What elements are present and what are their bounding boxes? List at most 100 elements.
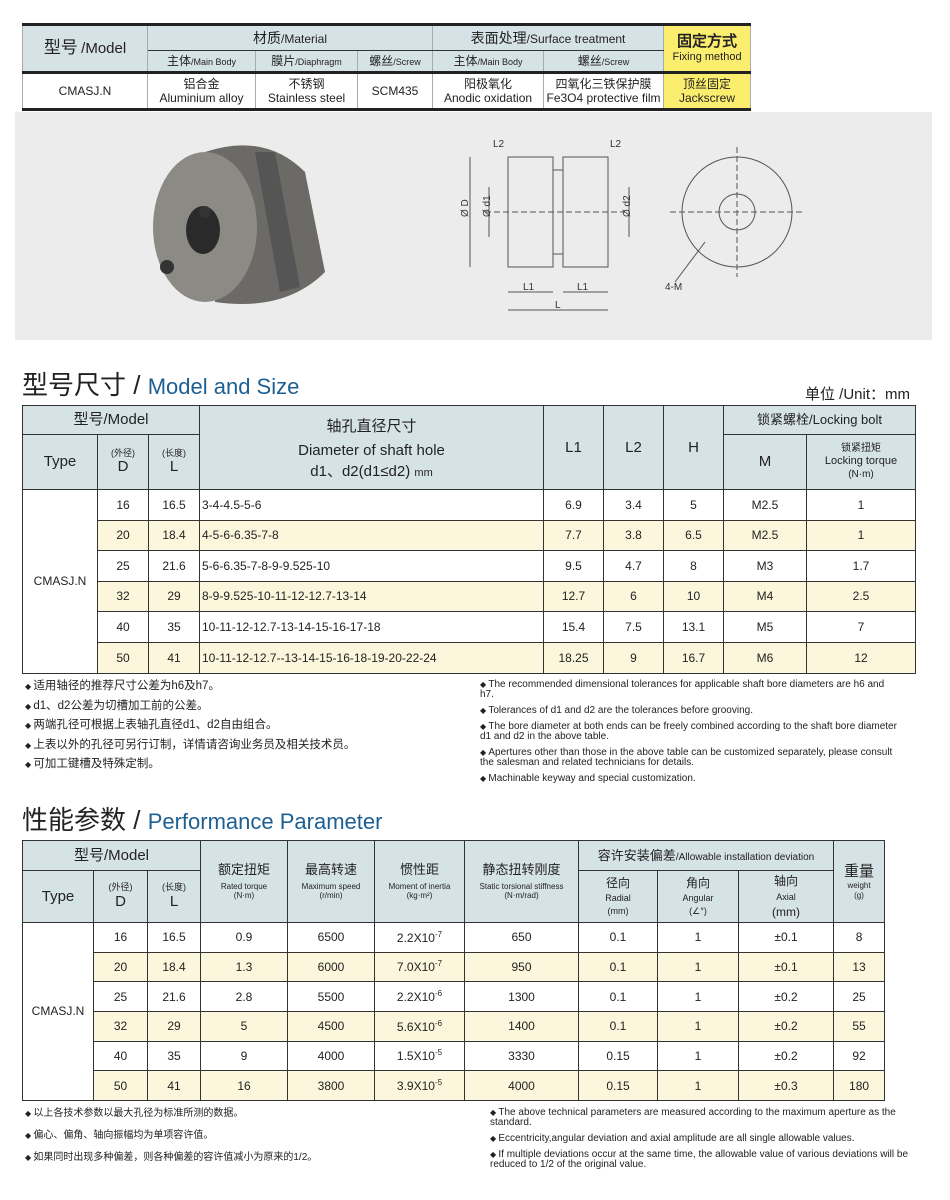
table-cell: 20 — [97, 519, 149, 552]
table-cell: 16.5 — [147, 922, 201, 953]
surface-body-cell: 阳极氧化 Anodic oxidation — [432, 71, 545, 110]
note-item: Machinable keyway and special customizat… — [480, 774, 900, 784]
table-cell: 41 — [148, 641, 200, 674]
table-cell: M3 — [723, 550, 807, 582]
table-cell: 4000 — [464, 1070, 579, 1102]
d-header: (外径) D — [93, 870, 148, 923]
note-item: If multiple deviations occur at the same… — [490, 1150, 910, 1170]
table-cell: 3.8 — [603, 519, 664, 552]
table-cell: 16 — [93, 922, 148, 953]
inertia-cell: 2.2X10-6 — [374, 981, 465, 1013]
table-cell: 1400 — [464, 1011, 579, 1042]
table-cell: 0.9 — [200, 922, 288, 953]
table-cell: 3.4 — [603, 489, 664, 521]
table-cell: 5 — [663, 489, 724, 521]
bolt-header: 锁紧螺栓/Locking bolt — [723, 405, 916, 435]
table-cell: 5-6-6.35-7-8-9-9.525-10 — [199, 550, 544, 582]
surface-header: 表面处理/Surface treatment — [432, 24, 665, 51]
performance-table: 型号/Model 额定扭矩 Rated torque (N·m) 最高转速 Maxim… — [22, 840, 886, 1102]
m-header: M — [723, 434, 807, 490]
inertia-base: 2.2X10 — [396, 990, 435, 1005]
table-cell: 7.5 — [603, 611, 664, 643]
table-row: CMASJ.N 16 16.5 0.9 6500 2.2X10-7 650 0.1 1 ±0.1 8 — [22, 921, 886, 1102]
table-cell: 18.4 — [147, 951, 201, 983]
inertia-cell: 1.5X10-5 — [374, 1040, 465, 1072]
table-cell: M2.5 — [723, 519, 807, 552]
note-item: Apertures other than those in the above … — [480, 748, 900, 768]
table-row: 32 29 8-9-9.525-10-11-12-12.7-13-14 12.7 6 10… — [22, 580, 916, 613]
note-item: The above technical parameters are measu… — [490, 1108, 910, 1128]
table-cell: 8-9-9.525-10-11-12-12.7-13-14 — [199, 580, 544, 613]
table-cell: 1 — [657, 951, 739, 983]
angular-header: 角向 Angular (∠°) — [657, 870, 739, 923]
table-cell: 1300 — [464, 981, 579, 1013]
side-view — [469, 156, 630, 311]
table-cell: 1 — [806, 519, 916, 552]
table-cell: ±0.2 — [737, 1011, 835, 1042]
deviation-header: 容许安装偏差/Allowable installation deviation — [577, 840, 835, 871]
table-cell: 0.1 — [578, 981, 658, 1013]
note-item: 两端孔径可根据上表轴孔直径d1、d2自由组合。 — [25, 716, 355, 736]
svg-text:L1: L1 — [523, 282, 535, 293]
table-row: 20 18.4 4-5-6-6.35-7-8 7.7 3.8 6.5 M2.5 1 — [22, 519, 916, 552]
table-cell: ±0.1 — [737, 951, 835, 983]
table-cell: 92 — [833, 1040, 886, 1072]
weight-header: 重量 weight (g) — [833, 840, 886, 923]
inertia-exponent: -5 — [434, 1048, 443, 1058]
diaphragm-cell: 不锈钢 Stainless steel — [255, 71, 358, 110]
table-cell: 180 — [833, 1070, 886, 1102]
table-cell: 55 — [833, 1011, 886, 1042]
h-header: H — [663, 405, 724, 490]
model-header: 型号 /Model — [22, 24, 148, 73]
table-cell: 16.7 — [663, 641, 724, 674]
table-cell: 4000 — [287, 1040, 375, 1072]
table-cell: 1 — [806, 489, 916, 521]
inertia-base: 2.2X10 — [396, 930, 435, 945]
note-item: The recommended dimensional tolerances f… — [480, 680, 900, 700]
subhead: 螺丝/Screw — [543, 50, 665, 73]
table-cell: 0.1 — [578, 1011, 658, 1042]
note-item: 适用轴径的推荐尺寸公差为h6及h7。 — [25, 677, 355, 697]
table-cell: 18.25 — [543, 641, 604, 674]
inertia-exponent: -7 — [434, 959, 443, 969]
subhead: 螺丝/Screw — [356, 50, 434, 73]
l-header: (长度) L — [147, 870, 201, 923]
table-row: 50 41 10-11-12-12.7--13-14-15-16-18-19-20-… — [22, 641, 916, 674]
inertia-exponent: -7 — [434, 929, 443, 939]
inertia-base: 5.6X10 — [396, 1019, 435, 1034]
svg-text:L2: L2 — [610, 139, 622, 150]
svg-text:4-M: 4-M — [665, 282, 682, 293]
table-cell: 6.5 — [663, 519, 724, 552]
size-notes-en: The recommended dimensional tolerances f… — [480, 680, 900, 790]
note-item: 上表以外的孔径可另行订制，详情请咨询业务员及相关技术员。 — [25, 736, 355, 756]
perf-notes-en: The above technical parameters are measu… — [490, 1108, 910, 1176]
table-cell: 25 — [97, 550, 149, 582]
subhead: 膜片/Diaphragm — [255, 50, 358, 73]
table-cell: 9 — [603, 641, 664, 674]
table-row: 40 35 9 4000 1.5X10-5 3330 0.15 1 ±0.2 92 — [23, 1040, 886, 1072]
note-item: 可加工键槽及特殊定制。 — [25, 755, 355, 775]
surface-screw-cell: 四氧化三铁保护膜 Fe3O4 protective film — [543, 71, 665, 110]
table-cell: 9 — [200, 1040, 288, 1072]
type-header: Type — [22, 870, 94, 923]
inertia-exponent: -5 — [434, 1078, 443, 1088]
table-row: 50 41 16 3800 3.9X10-5 4000 0.15 1 ±0.3 180 — [22, 1070, 886, 1102]
table-cell: 0.15 — [578, 1040, 658, 1072]
table-cell: 7.7 — [543, 519, 604, 552]
svg-text:L2: L2 — [493, 139, 505, 150]
note-item: d1、d2公差为切槽加工前的公差。 — [25, 697, 355, 717]
table-cell: 40 — [93, 1040, 148, 1072]
table-cell: 6.9 — [543, 489, 604, 521]
table-row: CMASJ.N 16 16.5 3-4-4.5-5-6 6.9 3.4 5 M2.5 1 — [22, 489, 916, 674]
table-cell: 6 — [603, 580, 664, 613]
table-cell: 25 — [833, 981, 886, 1013]
table-cell: ±0.3 — [737, 1070, 835, 1102]
table-row: 40 35 10-11-12-12.7-13-14-15-16-17-18 15.4 7… — [23, 611, 916, 643]
perf-col-header: 最高转速 Maximum speed (r/min) — [287, 840, 375, 923]
note-item: Tolerances of d1 and d2 are the toleranc… — [480, 706, 900, 716]
axial-header: 轴向 Axial (mm) — [737, 870, 835, 923]
table-cell: 1 — [657, 1040, 739, 1072]
table-row: 25 21.6 2.8 5500 2.2X10-6 1300 0.1 1 ±0.2 25 — [23, 981, 886, 1013]
type-cell: CMASJ.N — [22, 489, 98, 674]
table-cell: 650 — [464, 922, 579, 953]
